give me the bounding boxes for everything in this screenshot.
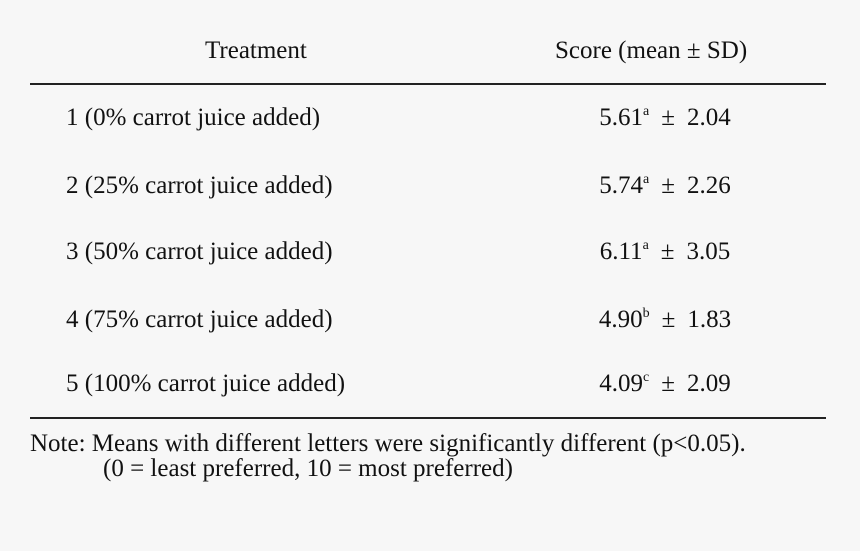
sd: 2.04 [686,104,731,131]
mean: 4.09 [599,370,644,397]
score-cell: 4.90b ±1.83 [540,306,790,333]
treatment-cell: 5 (100% carrot juice added) [66,370,346,397]
note-line: Note: Means with different letters were … [30,430,746,457]
plus-minus: ± [660,238,675,265]
mean: 6.11 [599,238,643,265]
score-cell: 5.74a ±2.26 [540,172,790,199]
score-cell: 6.11a ±3.05 [540,238,790,265]
sd: 2.09 [686,370,731,397]
mean: 4.90 [598,306,643,333]
treatment-cell: 3 (50% carrot juice added) [66,238,333,265]
plus-minus: ± [661,172,675,199]
plus-minus: ± [661,370,675,397]
score-cell: 4.09c ±2.09 [540,370,790,397]
plus-minus: ± [661,104,675,131]
significance-letter: b [642,306,650,321]
bottom-rule [30,417,826,419]
treatment-cell: 1 (0% carrot juice added) [66,104,321,131]
note-line: (0 = least preferred, 10 = most preferre… [103,455,513,482]
header-treatment: Treatment [205,37,307,64]
sd: 2.26 [686,172,731,199]
treatment-cell: 2 (25% carrot juice added) [66,172,333,199]
sd: 3.05 [686,238,731,265]
treatment-cell: 4 (75% carrot juice added) [66,306,333,333]
plus-minus: ± [661,306,676,333]
score-cell: 5.61a ±2.04 [540,104,790,131]
mean: 5.74 [599,172,644,199]
top-rule [30,83,826,85]
significance-letter: a [643,104,650,119]
mean: 5.61 [599,104,644,131]
significance-letter: a [642,238,649,253]
sd: 1.83 [687,306,732,333]
header-score: Score (mean ± SD) [555,37,748,64]
significance-letter: c [643,370,650,385]
significance-letter: a [643,172,650,187]
